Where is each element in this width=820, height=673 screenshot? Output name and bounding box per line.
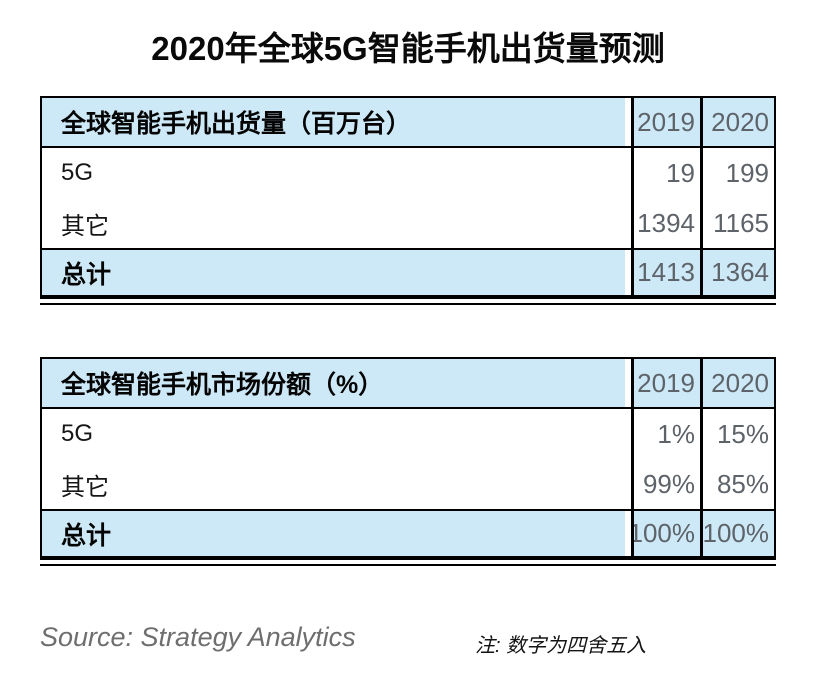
share-other-2019: 99% <box>631 459 703 509</box>
shipments-header-row: 全球智能手机出货量（百万台） 2019 2020 <box>42 98 774 148</box>
column-spacer <box>625 250 631 295</box>
total-row: 总计 1413 1364 <box>42 248 774 295</box>
row-label-total: 总计 <box>61 521 112 550</box>
column-spacer <box>625 148 631 198</box>
market-share-table: 全球智能手机市场份额（%） 2019 2020 5G 1% 15% 其它 99%… <box>40 357 776 566</box>
shipments-5g-2019: 19 <box>631 148 703 198</box>
row-label-5g: 5G <box>61 420 94 447</box>
table-row: 5G 1% 15% <box>42 409 774 459</box>
shipments-other-2020: 1165 <box>713 207 769 238</box>
source-credit: Source: Strategy Analytics <box>40 622 356 652</box>
row-label-other: 其它 <box>61 212 109 240</box>
shipments-table: 全球智能手机出货量（百万台） 2019 2020 5G 19 199 其它 13… <box>40 96 776 305</box>
column-header-2020: 2020 <box>711 367 769 398</box>
market-share-table-title: 全球智能手机市场份额（%） <box>61 371 384 399</box>
share-5g-2020: 15% <box>716 418 769 449</box>
share-total-2019: 100% <box>631 511 703 556</box>
total-row: 总计 100% 100% <box>42 509 774 556</box>
share-other-2020: 85% <box>716 468 769 499</box>
shipments-5g-2020: 199 <box>725 157 769 188</box>
shipments-table-title: 全球智能手机出货量（百万台） <box>61 110 412 138</box>
column-spacer <box>625 98 631 146</box>
share-total-2020: 100% <box>703 518 769 548</box>
shipments-other-2019: 1394 <box>631 198 703 248</box>
column-spacer <box>625 198 631 248</box>
share-5g-2019: 1% <box>631 409 703 459</box>
footer: Source: Strategy Analytics 注: 数字为四舍五入 <box>40 622 776 668</box>
row-label-total: 总计 <box>61 260 112 289</box>
page-title: 2020年全球5G智能手机出货量预测 <box>151 30 665 67</box>
row-label-other: 其它 <box>61 473 109 501</box>
shipments-total-2019: 1413 <box>631 250 703 295</box>
rounding-note: 注: 数字为四舍五入 <box>475 635 647 657</box>
column-header-2019: 2019 <box>631 359 703 407</box>
table-row: 其它 1394 1165 <box>42 198 774 248</box>
table-row: 5G 19 199 <box>42 148 774 198</box>
table-bottom-rule <box>40 564 776 566</box>
market-share-header-row: 全球智能手机市场份额（%） 2019 2020 <box>42 359 774 409</box>
column-spacer <box>625 511 631 556</box>
column-header-2020: 2020 <box>711 106 769 137</box>
table-bottom-rule <box>40 303 776 305</box>
shipments-total-2020: 1364 <box>711 257 769 287</box>
table-row: 其它 99% 85% <box>42 459 774 509</box>
column-spacer <box>625 409 631 459</box>
column-spacer <box>625 359 631 407</box>
column-spacer <box>625 459 631 509</box>
column-header-2019: 2019 <box>631 98 703 146</box>
row-label-5g: 5G <box>61 159 94 186</box>
